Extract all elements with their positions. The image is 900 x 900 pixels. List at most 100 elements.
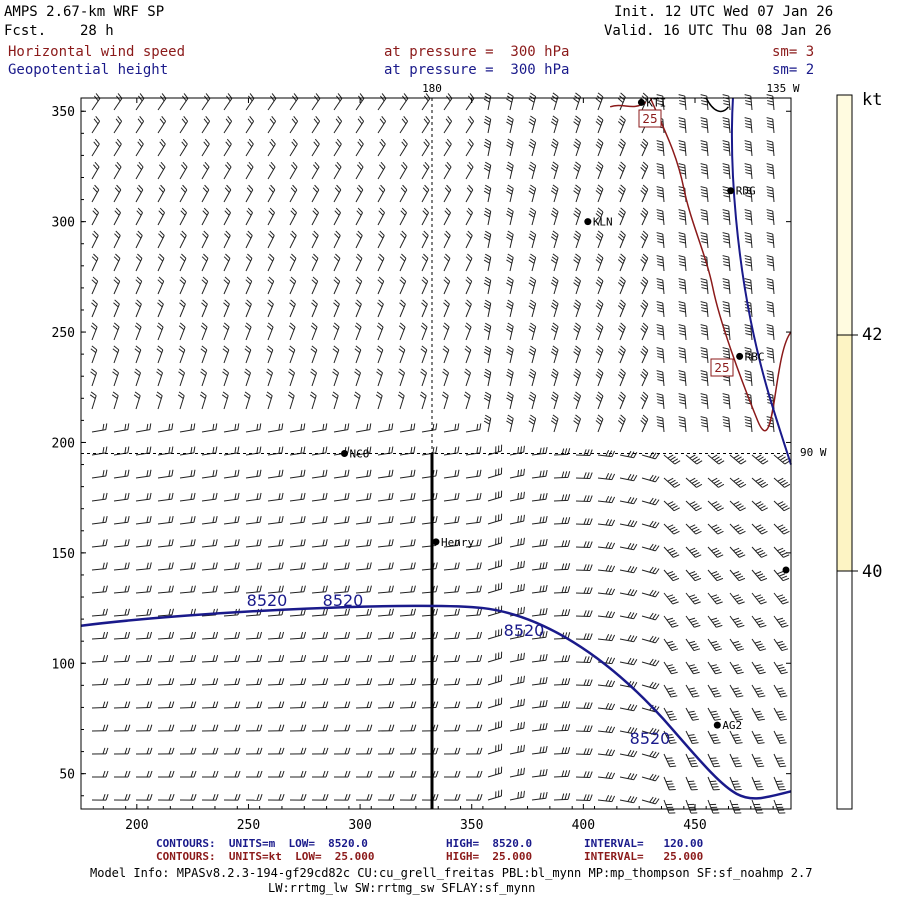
- wind-barb: [640, 184, 649, 203]
- wind-barb: [700, 186, 709, 203]
- wind-barb: [421, 515, 438, 525]
- wind-barb: [553, 770, 571, 778]
- wind-barb: [91, 230, 99, 249]
- wind-barb: [113, 678, 131, 686]
- wind-barb: [157, 794, 175, 801]
- wind-barb: [575, 495, 593, 503]
- x-tick-label-200: 200: [125, 818, 148, 833]
- wind-barb: [700, 301, 709, 318]
- wind-barb: [766, 278, 775, 295]
- wind-barb: [550, 92, 559, 111]
- wind-barb: [421, 585, 438, 594]
- wind-barb: [700, 163, 709, 180]
- wind-barb: [663, 523, 680, 535]
- wind-barb: [773, 477, 791, 488]
- wind-barb: [766, 140, 775, 157]
- wind-barb: [399, 655, 417, 663]
- wind-barb: [766, 301, 775, 318]
- y-tick-label-250: 250: [52, 326, 75, 341]
- wind-barb: [464, 322, 472, 341]
- wind-barb: [333, 794, 351, 801]
- wind-barb: [179, 276, 187, 295]
- wind-barb: [751, 661, 766, 675]
- wind-barb: [641, 727, 660, 736]
- wind-barb: [377, 770, 395, 778]
- wind-barb: [443, 770, 461, 778]
- wind-barb: [333, 631, 351, 640]
- wind-barb: [550, 368, 559, 387]
- wind-barb: [135, 161, 144, 180]
- wind-barb: [729, 454, 747, 465]
- wind-barb: [744, 232, 753, 249]
- wind-barb: [640, 368, 649, 387]
- wind-barb: [575, 771, 593, 779]
- wind-barb: [575, 610, 593, 618]
- wind-barb: [766, 209, 775, 226]
- wind-barb: [663, 799, 676, 814]
- wind-barb: [113, 492, 130, 502]
- wind-barb: [267, 794, 285, 801]
- wind-barb: [443, 608, 460, 617]
- wind-barb: [200, 368, 207, 387]
- wind-barb: [89, 391, 97, 410]
- wind-barb: [266, 322, 274, 341]
- wind-barb: [223, 701, 241, 709]
- wind-barb: [464, 345, 472, 364]
- wind-barb: [619, 749, 638, 758]
- wind-barb: [157, 724, 175, 732]
- wind-barb: [573, 414, 581, 433]
- wind-barb: [617, 138, 626, 157]
- wind-barb: [245, 539, 262, 548]
- wind-barb: [201, 93, 211, 111]
- wind-barb: [377, 469, 394, 479]
- y-tick-label-100: 100: [52, 657, 75, 672]
- wind-barb: [135, 562, 152, 571]
- wind-barb: [506, 322, 514, 341]
- wind-barb: [179, 116, 189, 134]
- pressure-wind: at pressure = 300 hPa: [384, 44, 570, 60]
- wind-barb: [421, 299, 428, 318]
- wind-barb: [707, 730, 721, 745]
- y-tick-label-300: 300: [52, 216, 75, 231]
- wind-barb: [201, 515, 218, 525]
- wind-barb: [333, 93, 343, 111]
- wind-barb: [656, 140, 665, 157]
- wind-barb: [744, 140, 753, 157]
- wind-barb: [333, 747, 351, 755]
- wind-barb: [663, 500, 680, 512]
- wind-barb: [113, 794, 131, 801]
- wind-barb: [663, 661, 678, 675]
- wind-barb: [311, 770, 329, 778]
- wind-barb: [135, 253, 143, 272]
- wind-barb: [729, 546, 746, 558]
- wind-barb: [707, 753, 721, 768]
- y-tick-label-150: 150: [52, 547, 75, 562]
- wind-barb: [441, 391, 449, 410]
- wind-barb: [685, 592, 701, 605]
- wind-barb: [465, 161, 474, 180]
- wind-barb: [656, 232, 665, 249]
- wind-barb: [700, 347, 709, 364]
- wind-barb: [331, 391, 339, 410]
- wind-barb: [553, 724, 571, 732]
- wind-barb: [221, 391, 229, 410]
- wind-barb: [179, 770, 197, 778]
- wind-barb: [656, 278, 665, 295]
- wind-barb: [773, 707, 787, 721]
- wind-barb: [550, 138, 559, 157]
- wind-barb: [700, 393, 709, 410]
- wind-barb: [506, 184, 514, 203]
- wind-barb: [289, 207, 297, 226]
- wind-barb: [310, 368, 317, 387]
- wind-barb: [575, 679, 593, 687]
- wind-barb: [355, 230, 363, 249]
- wind-barb: [157, 446, 174, 456]
- wind-barb: [773, 546, 790, 558]
- wind-barb: [463, 391, 471, 410]
- wind-barb: [553, 471, 571, 479]
- wind-barb: [700, 370, 709, 387]
- wind-barb: [773, 569, 790, 582]
- wind-barb: [751, 753, 765, 768]
- model-info-physics: LW:rrtmg_lw SW:rrtmg_sw SFLAY:sf_mynn: [268, 881, 536, 895]
- colorbar-segment-low: [837, 571, 852, 809]
